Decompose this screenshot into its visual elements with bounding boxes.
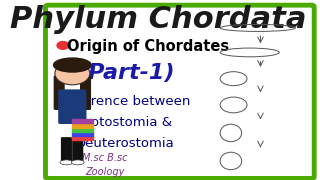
Text: Zoology: Zoology: [85, 167, 124, 177]
FancyBboxPatch shape: [72, 119, 93, 123]
FancyBboxPatch shape: [62, 138, 71, 161]
Text: Phylum Chordata: Phylum Chordata: [10, 5, 307, 34]
Text: Protostomia &: Protostomia &: [78, 116, 172, 129]
Text: Difference between: Difference between: [59, 95, 190, 108]
Circle shape: [57, 42, 69, 49]
Text: M.sc B.sc: M.sc B.sc: [82, 153, 127, 163]
Text: Origin of Chordates: Origin of Chordates: [67, 39, 229, 54]
FancyBboxPatch shape: [72, 136, 93, 140]
Text: (Part-1): (Part-1): [78, 63, 174, 84]
FancyBboxPatch shape: [81, 76, 90, 109]
FancyBboxPatch shape: [72, 127, 93, 132]
Ellipse shape: [53, 58, 91, 72]
Ellipse shape: [71, 160, 84, 165]
FancyBboxPatch shape: [54, 76, 64, 109]
Circle shape: [55, 62, 90, 85]
Text: Deuterostomia: Deuterostomia: [76, 137, 174, 150]
Ellipse shape: [60, 160, 73, 165]
FancyBboxPatch shape: [73, 138, 83, 161]
FancyBboxPatch shape: [59, 90, 86, 123]
FancyBboxPatch shape: [72, 132, 93, 136]
FancyBboxPatch shape: [72, 123, 93, 127]
